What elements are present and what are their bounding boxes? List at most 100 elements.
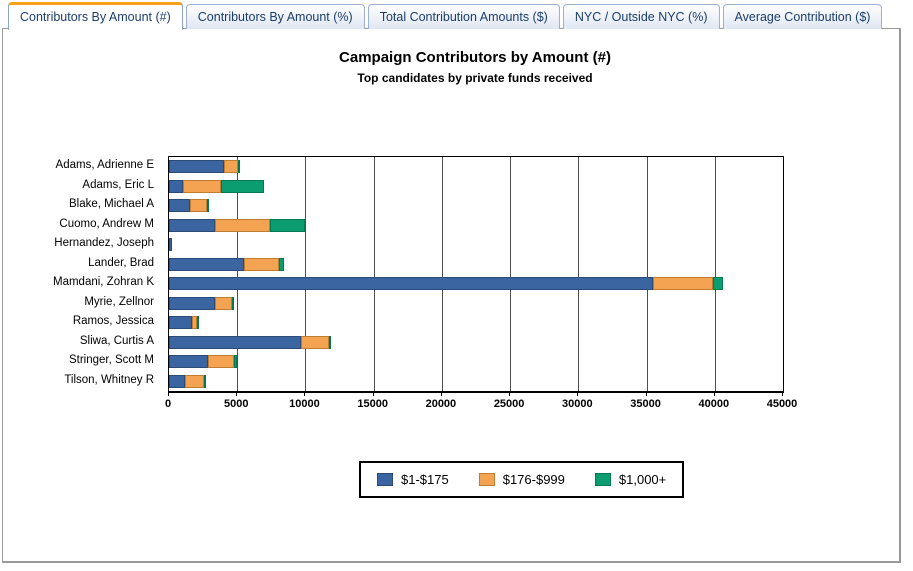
- bar-segment: [220, 179, 264, 193]
- legend-item: $1,000+: [594, 472, 667, 487]
- x-axis-labels: 0 5000 10000 15000 20000 25000 30000 35000 40000…: [164, 398, 797, 412]
- bar-row: [169, 313, 783, 333]
- bar-row: [169, 177, 783, 197]
- bar-row: [169, 157, 783, 177]
- y-axis-label: Adams, Eric L: [82, 178, 154, 191]
- legend-item: $1-$175: [377, 472, 449, 487]
- x-axis-tick-mark: [782, 392, 783, 396]
- y-axis-label: Ramos, Jessica: [72, 315, 154, 327]
- bar-segment: [215, 296, 232, 310]
- plot-area: [168, 156, 784, 393]
- gridline: [646, 157, 648, 391]
- bar-segment: [190, 199, 208, 213]
- bar-segment: [191, 316, 197, 330]
- gridline: [373, 157, 375, 391]
- bar-segment: [328, 335, 331, 349]
- bar-segment: [207, 199, 210, 213]
- bar-segment: [301, 335, 329, 349]
- gridline: [714, 157, 716, 391]
- bar-row: [169, 255, 783, 275]
- bar-row: [169, 274, 783, 294]
- y-axis-label: Cuomo, Andrew M: [59, 217, 154, 230]
- tab-bar: Contributors By Amount (#) Contributors B…: [8, 2, 883, 30]
- x-axis-tick-label: 20000: [425, 398, 457, 410]
- bar-segment: [169, 277, 654, 291]
- x-axis-tick-mark: [577, 392, 579, 396]
- gridline: [510, 157, 512, 391]
- bar-segment: [169, 296, 216, 310]
- gridline: [305, 157, 307, 391]
- y-axis-labels: Adams, Adrienne E Adams, Eric L Blake, Mic…: [3, 156, 161, 390]
- y-axis-label: Mamdani, Zohran K: [53, 276, 154, 288]
- y-axis-label: Lander, Brad: [88, 256, 154, 269]
- x-axis-tick-label: 30000: [562, 398, 593, 410]
- x-axis-tick-label: 10000: [289, 398, 320, 410]
- bar-row: [169, 352, 783, 372]
- y-axis-label: Stringer, Scott M: [68, 354, 154, 366]
- x-axis-tick-label: 40000: [698, 398, 730, 410]
- legend-label: $176-$999: [502, 472, 565, 487]
- legend-swatch: [377, 473, 393, 486]
- x-axis-tick-label: 15000: [357, 398, 388, 410]
- x-axis-tick-mark: [304, 392, 306, 396]
- y-axis-label: Blake, Michael A: [68, 198, 154, 210]
- bar-segment: [169, 160, 224, 174]
- bar-segment: [278, 257, 285, 271]
- bar-row: [169, 333, 783, 353]
- bar-segment: [169, 238, 172, 252]
- bar-segment: [204, 374, 207, 388]
- tab-contributors-by-amount[interactable]: Contributors By Amount (%): [185, 4, 365, 29]
- tab-average-contribution[interactable]: Average Contribution ($): [722, 4, 883, 29]
- legend-label: $1,000+: [618, 472, 667, 487]
- legend-item: $176-$999: [478, 472, 565, 487]
- tab-contributors-by-amount[interactable]: Contributors By Amount (#): [8, 2, 183, 30]
- bar-row: [169, 294, 783, 314]
- x-axis-tick-mark: [168, 392, 169, 396]
- x-axis-tick-label: 0: [164, 398, 172, 410]
- y-axis-label: Hernandez, Joseph: [54, 237, 154, 249]
- gridline: [578, 157, 580, 391]
- bar-segment: [244, 257, 279, 271]
- bar-segment: [207, 355, 234, 369]
- bar-row: [169, 196, 783, 216]
- bar-segment: [182, 179, 221, 193]
- x-axis-tick-label: 45000: [766, 398, 798, 410]
- bar-segment: [169, 179, 183, 193]
- bar-segment: [196, 316, 199, 330]
- chart-subtitle: Top candidates by private funds received: [357, 71, 593, 85]
- y-axis-label: Myrie, Zellnor: [84, 295, 154, 308]
- bar-segment: [169, 316, 192, 330]
- x-axis-tick-label: 35000: [630, 398, 661, 410]
- legend-label: $1-$175: [401, 472, 449, 487]
- bar-row: [169, 235, 783, 255]
- x-axis-tick-mark: [645, 392, 647, 396]
- x-axis-tick-label: 25000: [493, 398, 525, 410]
- bar-segment: [185, 374, 205, 388]
- x-axis-tick-mark: [509, 392, 511, 396]
- bar-segment: [169, 199, 191, 213]
- x-axis-tick-mark: [372, 392, 374, 396]
- bar-segment: [713, 277, 723, 291]
- x-axis-tick-marks: [168, 392, 783, 397]
- legend-swatch: [594, 473, 611, 486]
- y-axis-label: Sliwa, Curtis A: [79, 334, 154, 347]
- bar-segment: [269, 218, 305, 232]
- bar-segment: [169, 257, 245, 271]
- y-axis-label: Adams, Adrienne E: [55, 159, 154, 171]
- bar-segment: [169, 374, 186, 388]
- bar-segment: [233, 355, 238, 369]
- bar-row: [169, 216, 783, 236]
- bar-segment: [169, 355, 208, 369]
- legend: $1-$175 $176-$999 $1,000+: [359, 461, 685, 498]
- bar-segment: [169, 335, 302, 349]
- bar-segment: [237, 160, 240, 174]
- bar-segment: [223, 160, 238, 174]
- legend-swatch: [478, 473, 495, 486]
- y-axis-label: Tilson, Whitney R: [64, 373, 154, 386]
- bar-row: [169, 372, 783, 392]
- bar-segment: [231, 296, 235, 310]
- x-axis-tick-mark: [440, 392, 442, 396]
- tab-total-contribution-amounts[interactable]: Total Contribution Amounts ($): [367, 4, 560, 29]
- tab-nyc-outside-nyc[interactable]: NYC / Outside NYC (%): [562, 4, 720, 29]
